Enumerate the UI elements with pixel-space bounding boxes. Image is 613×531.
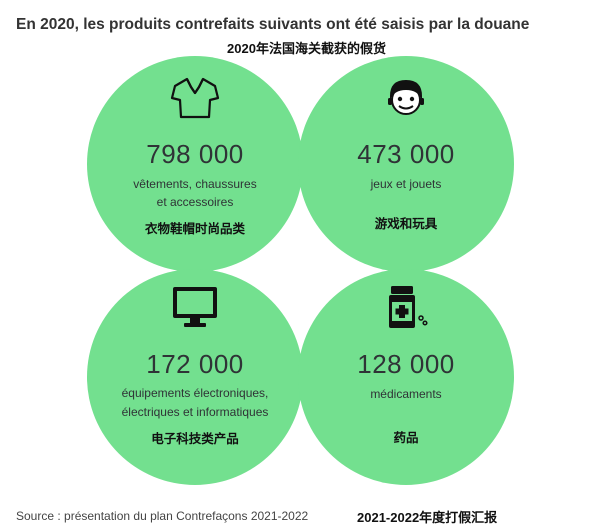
stat-number: 798 000 (146, 139, 244, 169)
stat-number: 128 000 (357, 349, 455, 379)
stat-circle-toys: 473 000 jeux et jouets 游戏和玩具 (298, 56, 514, 272)
stat-label-cn: 衣物鞋帽时尚品类 (144, 222, 245, 236)
stat-number: 473 000 (357, 139, 455, 169)
infographic-title: En 2020, les produits contrefaits suivan… (16, 16, 530, 33)
toy-figure-icon (388, 80, 424, 115)
stat-number: 172 000 (146, 349, 244, 379)
source-note: Source : présentation du plan Contrefaço… (16, 509, 309, 523)
source-note-cn: 2021-2022年度打假汇报 (357, 510, 498, 525)
stat-label-cn: 电子科技类产品 (151, 432, 239, 446)
stat-desc-line1: équipements électroniques, (121, 386, 269, 400)
stat-desc-line2: et accessoires (156, 195, 234, 209)
tshirt-icon (170, 77, 220, 119)
stat-desc-line2: électriques et informatiques (121, 405, 269, 419)
stat-label-cn: 游戏和玩具 (374, 217, 438, 231)
stat-circle-clothing: 798 000 vêtements, chaussures et accesso… (87, 56, 303, 272)
infographic-subtitle: 2020年法国海关截获的假货 (227, 41, 386, 56)
stat-desc-line1: vêtements, chaussures (133, 177, 257, 191)
stat-circle-medicine: 128 000 médicaments 药品 (298, 269, 514, 485)
stat-desc-line1: médicaments (370, 387, 442, 401)
stat-label-cn: 药品 (393, 431, 419, 445)
medicine-bottle-icon (389, 286, 428, 328)
stat-desc-line1: jeux et jouets (370, 177, 442, 191)
stat-circle-electronics: 172 000 équipements électroniques, élect… (87, 269, 303, 485)
monitor-icon (173, 287, 217, 327)
